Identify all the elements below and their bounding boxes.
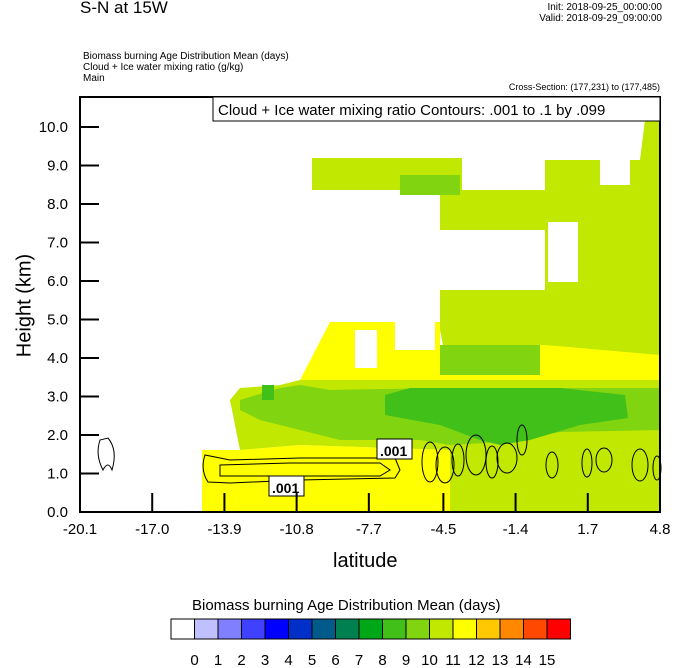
contour-line [595, 447, 613, 473]
colorbar-swatch [382, 618, 407, 640]
x-tick-label: -4.5 [430, 521, 456, 538]
cross-section-info: Cross-Section: (177,231) to (177,485) [508, 82, 660, 92]
colorbar-label: 5 [307, 652, 317, 668]
x-tick-label: -7.7 [356, 521, 382, 538]
contour-line [421, 441, 439, 483]
y-axis-label: Height (km) [13, 253, 36, 358]
x-axis: -20.1 -17.0 -13.9 -10.8 -7.7 -4.5 -1.4 1.7 4.8 [63, 493, 671, 538]
x-tick-label: -17.0 [135, 521, 169, 538]
contour-line [97, 437, 115, 472]
x-tick-label: -20.1 [63, 521, 97, 538]
filled-regions [202, 120, 660, 512]
colorbar-swatch [452, 618, 477, 640]
y-tick-label: 8.0 [47, 196, 68, 213]
colorbar-swatch [241, 618, 266, 640]
colorbar-swatch [311, 618, 336, 640]
contour-line [465, 434, 487, 476]
x-axis-label: latitude [333, 550, 398, 572]
colorbar-label: 13 [491, 652, 509, 668]
colorbar-swatch [288, 618, 313, 640]
colorbar [170, 618, 571, 640]
colorbar-label: 4 [284, 652, 293, 668]
colorbar-label: 12 [468, 652, 485, 668]
y-tick-label: 3.0 [47, 389, 68, 406]
colorbar-swatch [194, 618, 219, 640]
contour-line [485, 445, 499, 479]
contour-lines [97, 424, 662, 484]
region-white-hole [600, 160, 630, 185]
x-tick-label: 1.7 [577, 521, 598, 538]
y-tick-label: 9.0 [47, 158, 68, 175]
colorbar-label: 15 [538, 652, 556, 668]
y-tick-label: 10.0 [39, 119, 68, 136]
valid-time: Valid: 2018-09-29_09:00:00 [539, 13, 662, 24]
y-axis: 0.0 1.0 2.0 3.0 4.0 5.0 6.0 7.0 8.0 9.0 10.0 [39, 119, 99, 521]
contour-info-box [212, 96, 661, 122]
region-8-9 [385, 388, 628, 445]
plot-title: S-N at 15W [80, 0, 168, 17]
colorbar-label: 7 [354, 652, 364, 668]
contour-line [451, 443, 465, 477]
colorbar-title: Biomass burning Age Distribution Mean (d… [192, 597, 501, 614]
y-tick-label: 4.0 [47, 350, 68, 367]
colorbar-label: 9 [401, 652, 411, 668]
x-tick-label: -10.8 [280, 521, 314, 538]
region-9-10 [440, 345, 540, 375]
y-tick-label: 6.0 [47, 273, 68, 290]
region-white-hole [395, 322, 435, 350]
contour-info: Cloud + Ice water mixing ratio Contours:… [218, 102, 605, 119]
field-description-2: Cloud + Ice water mixing ratio (g/kg) [83, 62, 244, 73]
y-tick-label: 5.0 [47, 312, 68, 329]
contour-line [496, 442, 518, 474]
x-tick-label: -13.9 [207, 521, 241, 538]
colorbar-label: 6 [331, 652, 340, 668]
colorbar-label: 2 [237, 652, 246, 668]
colorbar-swatch [405, 618, 430, 640]
field-description-1: Biomass burning Age Distribution Mean (d… [83, 51, 289, 62]
x-tick-label: 4.8 [650, 521, 671, 538]
contour-labels: .001 .001 [268, 438, 413, 497]
init-time: Init: 2018-09-25_00:00:00 [547, 2, 662, 13]
y-tick-label: 1.0 [47, 466, 68, 483]
region-white-hole [355, 330, 377, 368]
colorbar-label: 0 [190, 652, 199, 668]
colorbar-swatch [546, 618, 571, 640]
colorbar-swatch [429, 618, 454, 640]
contour-label: .001 [272, 480, 299, 496]
colorbar-swatch [499, 618, 524, 640]
contour-line [219, 462, 391, 477]
colorbar-swatch [476, 618, 501, 640]
colorbar-swatch [358, 618, 383, 640]
colorbar-swatch [170, 618, 195, 640]
contour-line [435, 446, 455, 484]
colorbar-label: 11 [445, 652, 461, 668]
colorbar-swatch [335, 618, 360, 640]
x-tick-label: -1.4 [503, 521, 529, 538]
y-tick-label: 7.0 [47, 235, 68, 252]
colorbar-swatch [264, 618, 289, 640]
y-tick-label: 2.0 [47, 427, 68, 444]
colorbar-swatch [523, 618, 548, 640]
y-tick-label: 0.0 [47, 504, 68, 521]
region-8-9 [262, 385, 274, 400]
colorbar-label: 3 [260, 652, 270, 668]
region-9-10 [400, 175, 460, 195]
contour-line [516, 424, 528, 456]
region-11-12 [202, 445, 450, 512]
colorbar-label: 8 [378, 652, 387, 668]
contour-line [631, 448, 649, 482]
colorbar-label: 14 [515, 652, 532, 668]
region-white-hole [548, 222, 578, 282]
field-description-3: Main [83, 73, 105, 84]
contour-line [581, 448, 593, 478]
region-10-11 [440, 190, 545, 230]
colorbar-label: 10 [421, 652, 438, 668]
contour-line [545, 451, 559, 479]
colorbar-label: 1 [213, 652, 223, 668]
colorbar-swatch [217, 618, 242, 640]
contour-label: .001 [380, 443, 407, 459]
